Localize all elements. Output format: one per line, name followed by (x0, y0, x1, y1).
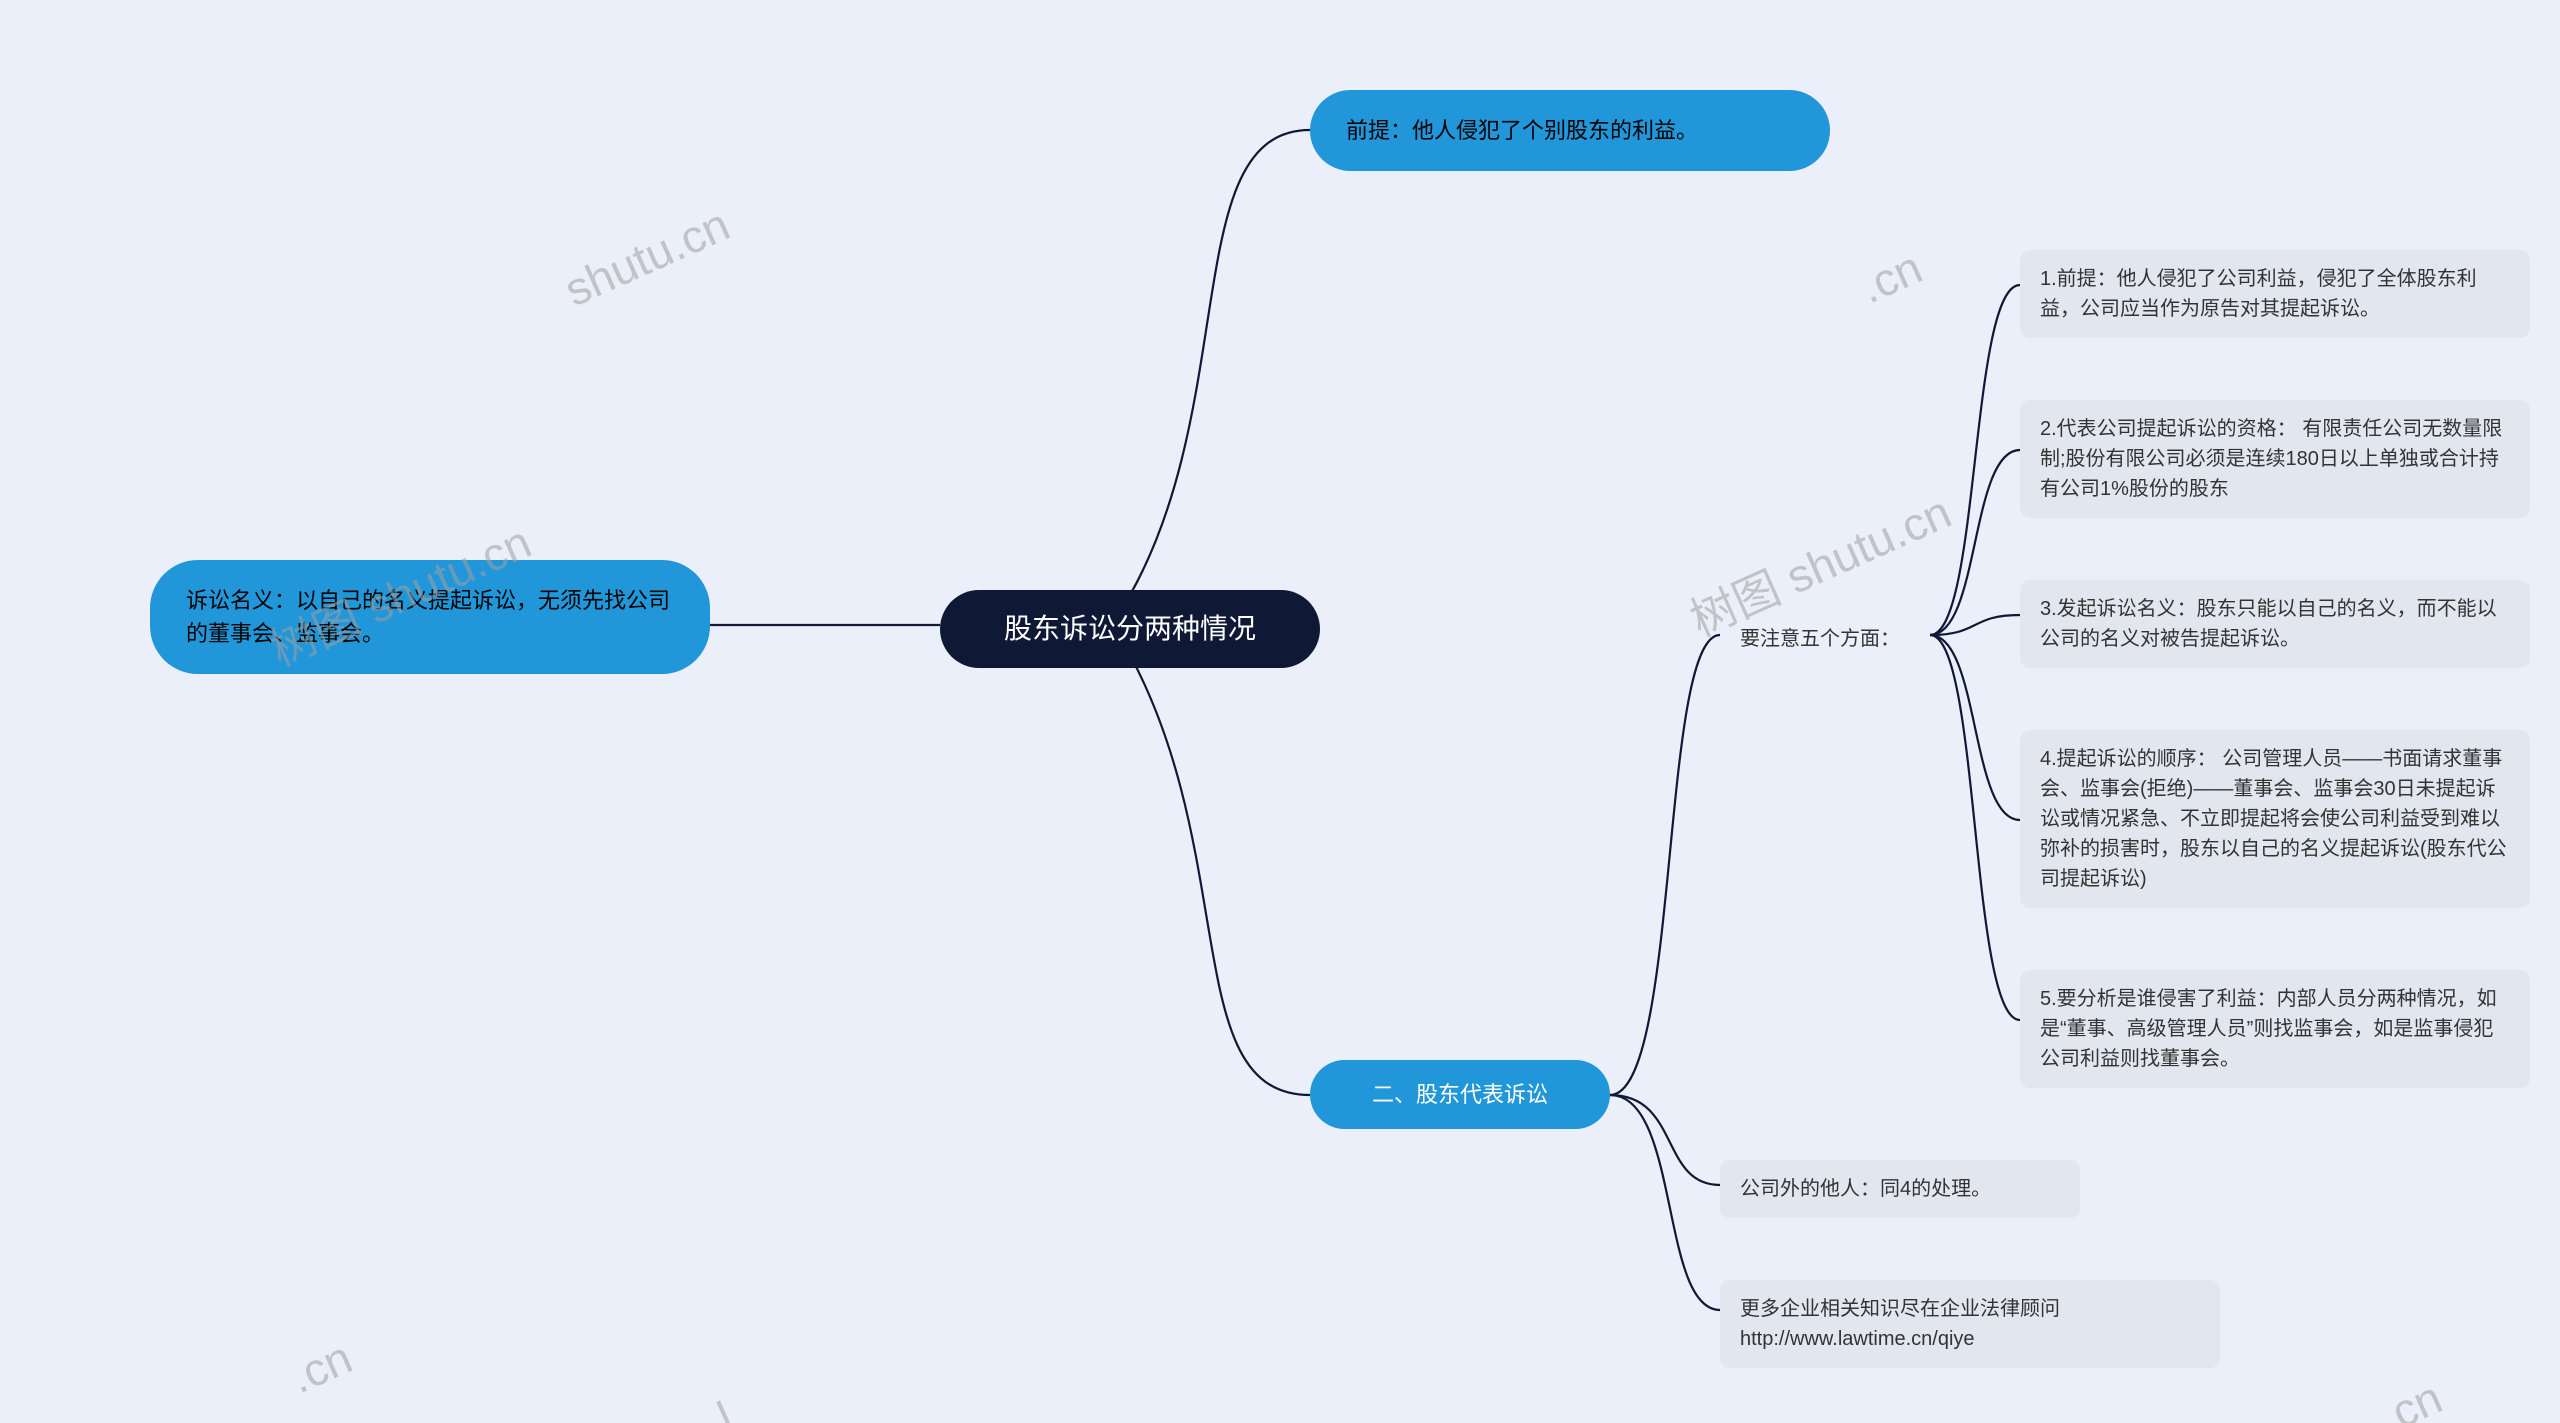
leaf-2[interactable]: 2.代表公司提起诉讼的资格： 有限责任公司无数量限制;股份有限公司必须是连续18… (2020, 400, 2530, 518)
leaf-4[interactable]: 4.提起诉讼的顺序： 公司管理人员——书面请求董事会、监事会(拒绝)——董事会、… (2020, 730, 2530, 908)
watermark: .cn (2372, 1370, 2450, 1423)
top-node-premise[interactable]: 前提：他人侵犯了个别股东的利益。 (1310, 90, 1830, 171)
left-node[interactable]: 诉讼名义：以自己的名义提起诉讼，无须先找公司的董事会、监事会。 (150, 560, 710, 674)
subleaf-moreinfo[interactable]: 更多企业相关知识尽在企业法律顾问http://www.lawtime.cn/qi… (1720, 1280, 2220, 1368)
watermark: .cn (282, 1330, 360, 1404)
root-node[interactable]: 股东诉讼分两种情况 (940, 590, 1320, 668)
node-representative-litigation[interactable]: 二、股东代表诉讼 (1310, 1060, 1610, 1129)
leaf-1[interactable]: 1.前提：他人侵犯了公司利益，侵犯了全体股东利益，公司应当作为原告对其提起诉讼。 (2020, 250, 2530, 338)
mindmap-canvas: 股东诉讼分两种情况 诉讼名义：以自己的名义提起诉讼，无须先找公司的董事会、监事会… (0, 0, 2560, 1423)
subleaf-others[interactable]: 公司外的他人：同4的处理。 (1720, 1160, 2080, 1218)
label-five-aspects: 要注意五个方面： (1720, 610, 1940, 668)
watermark: shutu.cn (557, 197, 738, 317)
watermark: .cn (1852, 240, 1930, 314)
leaf-3[interactable]: 3.发起诉讼名义：股东只能以自己的名义，而不能以公司的名义对被告提起诉讼。 (2020, 580, 2530, 668)
leaf-5[interactable]: 5.要分析是谁侵害了利益：内部人员分两种情况，如是“董事、高级管理人员”则找监事… (2020, 970, 2530, 1088)
edge-layer (0, 0, 2560, 1423)
watermark: l (709, 1390, 740, 1423)
